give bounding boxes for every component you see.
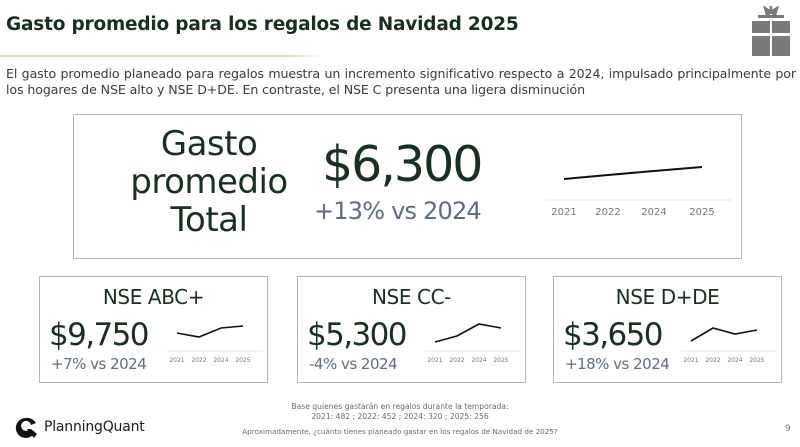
x-tick: 2022 <box>449 357 464 364</box>
base-note: Base quienes gastarán en regalos durante… <box>230 402 570 422</box>
x-tick: 2022 <box>705 357 720 364</box>
x-tick: 2021 <box>683 357 698 364</box>
segment-title: NSE CC- <box>372 285 451 309</box>
x-tick: 2024 <box>213 357 228 364</box>
sparkline-line <box>176 325 244 338</box>
segment-delta: +18% vs 2024 <box>565 355 670 373</box>
segment-card-cc-minus: NSE CC- $5,300 -4% vs 2024 2021 2022 202… <box>297 276 526 383</box>
x-tick: 2022 <box>191 357 206 364</box>
total-label: Gasto promedio Total <box>114 125 304 239</box>
segment-sparkline-chart: 2021 2022 2024 2025 <box>681 327 777 364</box>
x-tick: 2024 <box>471 357 486 364</box>
x-tick: 2021 <box>169 357 184 364</box>
gift-icon <box>752 6 790 56</box>
segment-value: $5,300 <box>307 317 407 353</box>
title-underline <box>0 55 322 57</box>
sparkline-line <box>434 323 502 343</box>
page-title: Gasto promedio para los regalos de Navid… <box>6 14 519 35</box>
segment-title: NSE D+DE <box>615 285 720 309</box>
total-delta: +13% vs 2024 <box>314 197 482 225</box>
x-tick: 2025 <box>689 207 714 218</box>
x-tick: 2025 <box>235 357 250 364</box>
segment-sparkline-chart: 2021 2022 2024 2025 <box>425 323 521 364</box>
total-label-line: promedio <box>130 162 288 202</box>
segment-value: $3,650 <box>563 317 663 353</box>
segment-card-abc-plus: NSE ABC+ $9,750 +7% vs 2024 2021 2022 20… <box>39 276 268 383</box>
base-note-line: 2021: 482 ; 2022: 452 ; 2024: 320 ; 2025… <box>311 412 489 421</box>
summary-description: El gasto promedio planeado para regalos … <box>6 66 796 97</box>
x-tick: 2021 <box>551 207 576 218</box>
x-tick: 2025 <box>749 357 764 364</box>
base-note-line: Base quienes gastarán en regalos durante… <box>291 402 509 411</box>
segment-sparkline-chart: 2021 2022 2024 2025 <box>167 325 263 364</box>
x-tick: 2022 <box>595 207 620 218</box>
segment-value: $9,750 <box>49 317 149 353</box>
brand-name: PlanningQuant <box>44 419 145 435</box>
total-label-line: Gasto <box>160 124 258 164</box>
sparkline-line <box>563 166 703 180</box>
segment-card-d-plus-de: NSE D+DE $3,650 +18% vs 2024 2021 2022 2… <box>553 276 782 383</box>
x-tick: 2025 <box>493 357 508 364</box>
sparkline-line <box>690 327 758 342</box>
total-spend-card: Gasto promedio Total $6,300 +13% vs 2024… <box>73 114 742 259</box>
segment-delta: -4% vs 2024 <box>309 355 398 373</box>
x-tick: 2024 <box>727 357 742 364</box>
total-label-line: Total <box>170 200 248 240</box>
total-sparkline-chart: 2021 2022 2024 2025 <box>546 166 732 218</box>
segment-delta: +7% vs 2024 <box>51 355 147 373</box>
x-tick: 2021 <box>427 357 442 364</box>
segment-title: NSE ABC+ <box>102 285 205 309</box>
total-value: $6,300 <box>322 136 483 193</box>
survey-question: Aproximadamente, ¿cuánto tienes planeado… <box>242 427 558 436</box>
page-number: 9 <box>785 424 791 434</box>
x-tick: 2024 <box>641 207 666 218</box>
planningquant-logo-icon <box>15 417 37 438</box>
